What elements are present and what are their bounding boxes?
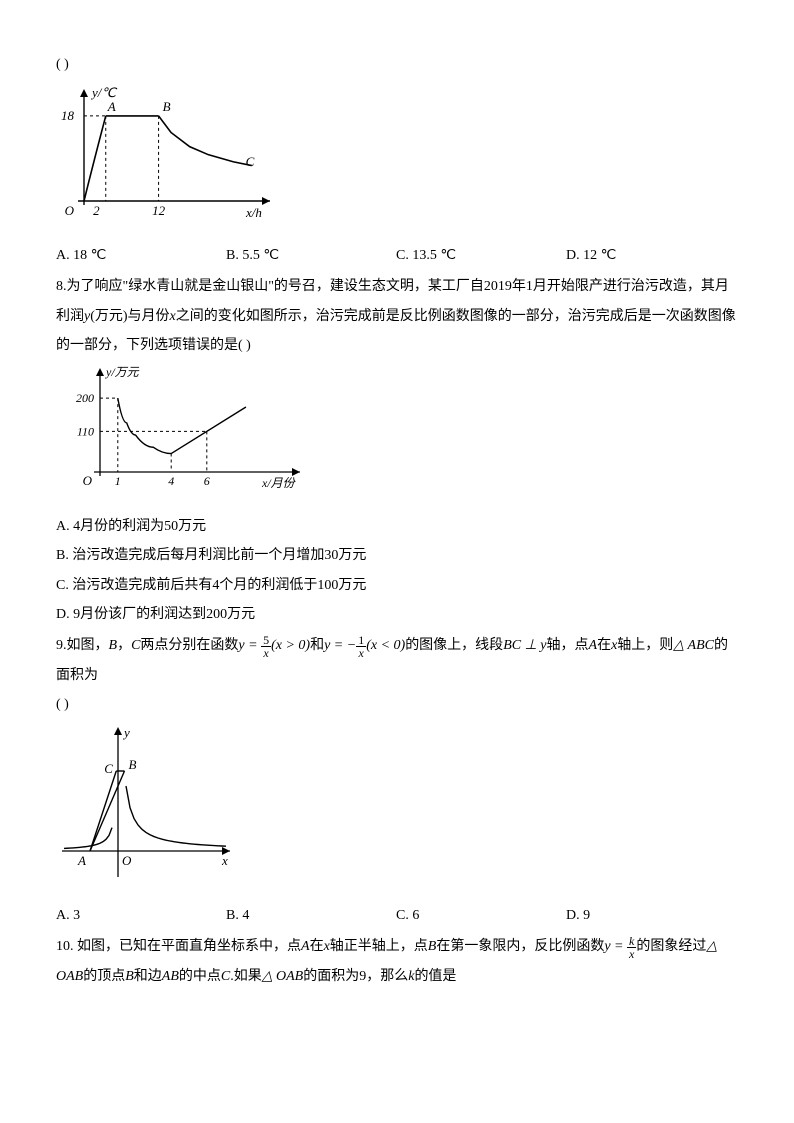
- svg-text:A: A: [107, 99, 116, 114]
- q8-options: A. 4月份的利润为50万元 B. 治污改造完成后每月利润比前一个月增加30万元…: [56, 512, 738, 630]
- q10-t7: 和边: [134, 969, 162, 984]
- q9-eq1a: y =: [238, 638, 261, 653]
- svg-text:200: 200: [76, 391, 94, 405]
- q8-opt-d[interactable]: D. 9月份该厂的利润达到200万元: [56, 600, 738, 629]
- q9-tri: △ ABC: [673, 638, 714, 653]
- q9-c1: ，: [117, 638, 131, 653]
- q7-opt-d[interactable]: D. 12 ℃: [566, 241, 736, 270]
- q9-m3: 的图像上，线段: [405, 638, 503, 653]
- q9-f1d: x: [261, 647, 271, 659]
- svg-text:y: y: [122, 725, 130, 740]
- svg-text:6: 6: [204, 474, 210, 488]
- q9-eq2a: y = −: [324, 638, 356, 653]
- svg-text:2: 2: [93, 203, 100, 218]
- q7-opt-c[interactable]: C. 13.5 ℃: [396, 241, 566, 270]
- q10-B2: B: [125, 969, 134, 984]
- q10-text: 10. 如图，已知在平面直角坐标系中，点A在 x 轴正半轴上，点 B 在第一象限内，反比…: [56, 932, 738, 991]
- q8-figure: 200 110 1 4 6 Ox/月份 y/万元: [56, 364, 738, 505]
- q8-opt-b[interactable]: B. 治污改造完成后每月利润比前一个月增加30万元: [56, 541, 738, 570]
- svg-text:110: 110: [77, 425, 94, 439]
- q10-frac: kx: [627, 935, 636, 960]
- q9-m4: 轴，点: [547, 638, 589, 653]
- q7-paren: ( ): [56, 50, 69, 79]
- q9-B: B: [109, 638, 118, 653]
- svg-text:B: B: [129, 757, 137, 772]
- q9-f1n: 5: [261, 634, 271, 647]
- svg-text:y/万元: y/万元: [105, 365, 140, 379]
- q9-f2n: 1: [356, 634, 366, 647]
- q9-A: A: [589, 638, 598, 653]
- q10-C: C: [221, 969, 230, 984]
- q9-frac2: 1x: [356, 634, 366, 659]
- q8-opt-c[interactable]: C. 治污改造完成前后共有4个月的利润低于100万元: [56, 571, 738, 600]
- q7-options: A. 18 ℃ B. 5.5 ℃ C. 13.5 ℃ D. 12 ℃: [56, 241, 738, 270]
- svg-text:1: 1: [115, 474, 121, 488]
- q9-opt-b[interactable]: B. 4: [226, 901, 396, 930]
- q9-paren: ( ): [56, 690, 69, 719]
- svg-text:y/℃: y/℃: [90, 85, 117, 100]
- q7-opt-a[interactable]: A. 18 ℃: [56, 241, 226, 270]
- svg-text:12: 12: [152, 203, 166, 218]
- q9-text: 9.如图，B，C两点分别在函数y = 5x(x > 0)和y = −1x(x <…: [56, 631, 738, 690]
- q10-t3: 轴正半轴上，点: [330, 939, 428, 954]
- q10-t9: .如果: [230, 969, 262, 984]
- q9-m1: 两点分别在函数: [140, 638, 238, 653]
- q9-eq1b: (x > 0): [271, 638, 310, 653]
- q10-t2: 在: [310, 939, 324, 954]
- q9-figure: C B A Ox y: [56, 723, 738, 894]
- svg-text:B: B: [163, 99, 171, 114]
- q10-t11: 的值是: [414, 969, 456, 984]
- q9-bc: BC ⊥ y: [503, 638, 546, 653]
- q10-t4: 在第一象限内，反比例函数: [436, 939, 604, 954]
- q9-f2d: x: [356, 647, 366, 659]
- q8-opt-a[interactable]: A. 4月份的利润为50万元: [56, 512, 738, 541]
- q10-t8: 的中点: [179, 969, 221, 984]
- q10-t6: 的顶点: [83, 969, 125, 984]
- svg-text:x/h: x/h: [245, 205, 262, 220]
- q9-options: A. 3 B. 4 C. 6 D. 9: [56, 901, 738, 930]
- q10-fd: x: [627, 948, 636, 960]
- q7-figure: 18 2 12 A B C Ox/h y/℃: [56, 83, 738, 234]
- q10-t10: 的面积为9，那么: [303, 969, 408, 984]
- svg-text:O: O: [65, 203, 75, 218]
- q10-eqa: y =: [604, 939, 627, 954]
- svg-text:A: A: [77, 853, 86, 868]
- q9-m2: 和: [310, 638, 324, 653]
- q9-frac1: 5x: [261, 634, 271, 659]
- svg-text:O: O: [122, 853, 132, 868]
- q10-AB: AB: [162, 969, 179, 984]
- svg-text:C: C: [246, 155, 255, 170]
- q10-A: A: [301, 939, 310, 954]
- q10-t5: 的图象经过: [636, 939, 706, 954]
- q9-pre: 9.如图，: [56, 638, 109, 653]
- svg-text:O: O: [83, 473, 93, 488]
- q8-text: 8.为了响应"绿水青山就是金山银山"的号召，建设生态文明，某工厂自2019年1月…: [56, 272, 738, 360]
- q9-m5: 在: [597, 638, 611, 653]
- q9-opt-a[interactable]: A. 3: [56, 901, 226, 930]
- svg-text:x/月份: x/月份: [261, 476, 297, 490]
- q8-t2: (万元)与月份: [90, 309, 169, 324]
- q7-opt-b[interactable]: B. 5.5 ℃: [226, 241, 396, 270]
- q9-C: C: [131, 638, 140, 653]
- q9-opt-c[interactable]: C. 6: [396, 901, 566, 930]
- svg-text:18: 18: [61, 108, 75, 123]
- q9-m6: 轴上，则: [617, 638, 673, 653]
- q9-eq2b: (x < 0): [366, 638, 405, 653]
- svg-text:C: C: [104, 761, 113, 776]
- q10-tri2: △ OAB: [262, 969, 303, 984]
- svg-text:4: 4: [168, 474, 174, 488]
- q9-opt-d[interactable]: D. 9: [566, 901, 736, 930]
- q10-fn: k: [627, 935, 636, 948]
- svg-text:x: x: [221, 853, 228, 868]
- q10-t1: 10. 如图，已知在平面直角坐标系中，点: [56, 939, 301, 954]
